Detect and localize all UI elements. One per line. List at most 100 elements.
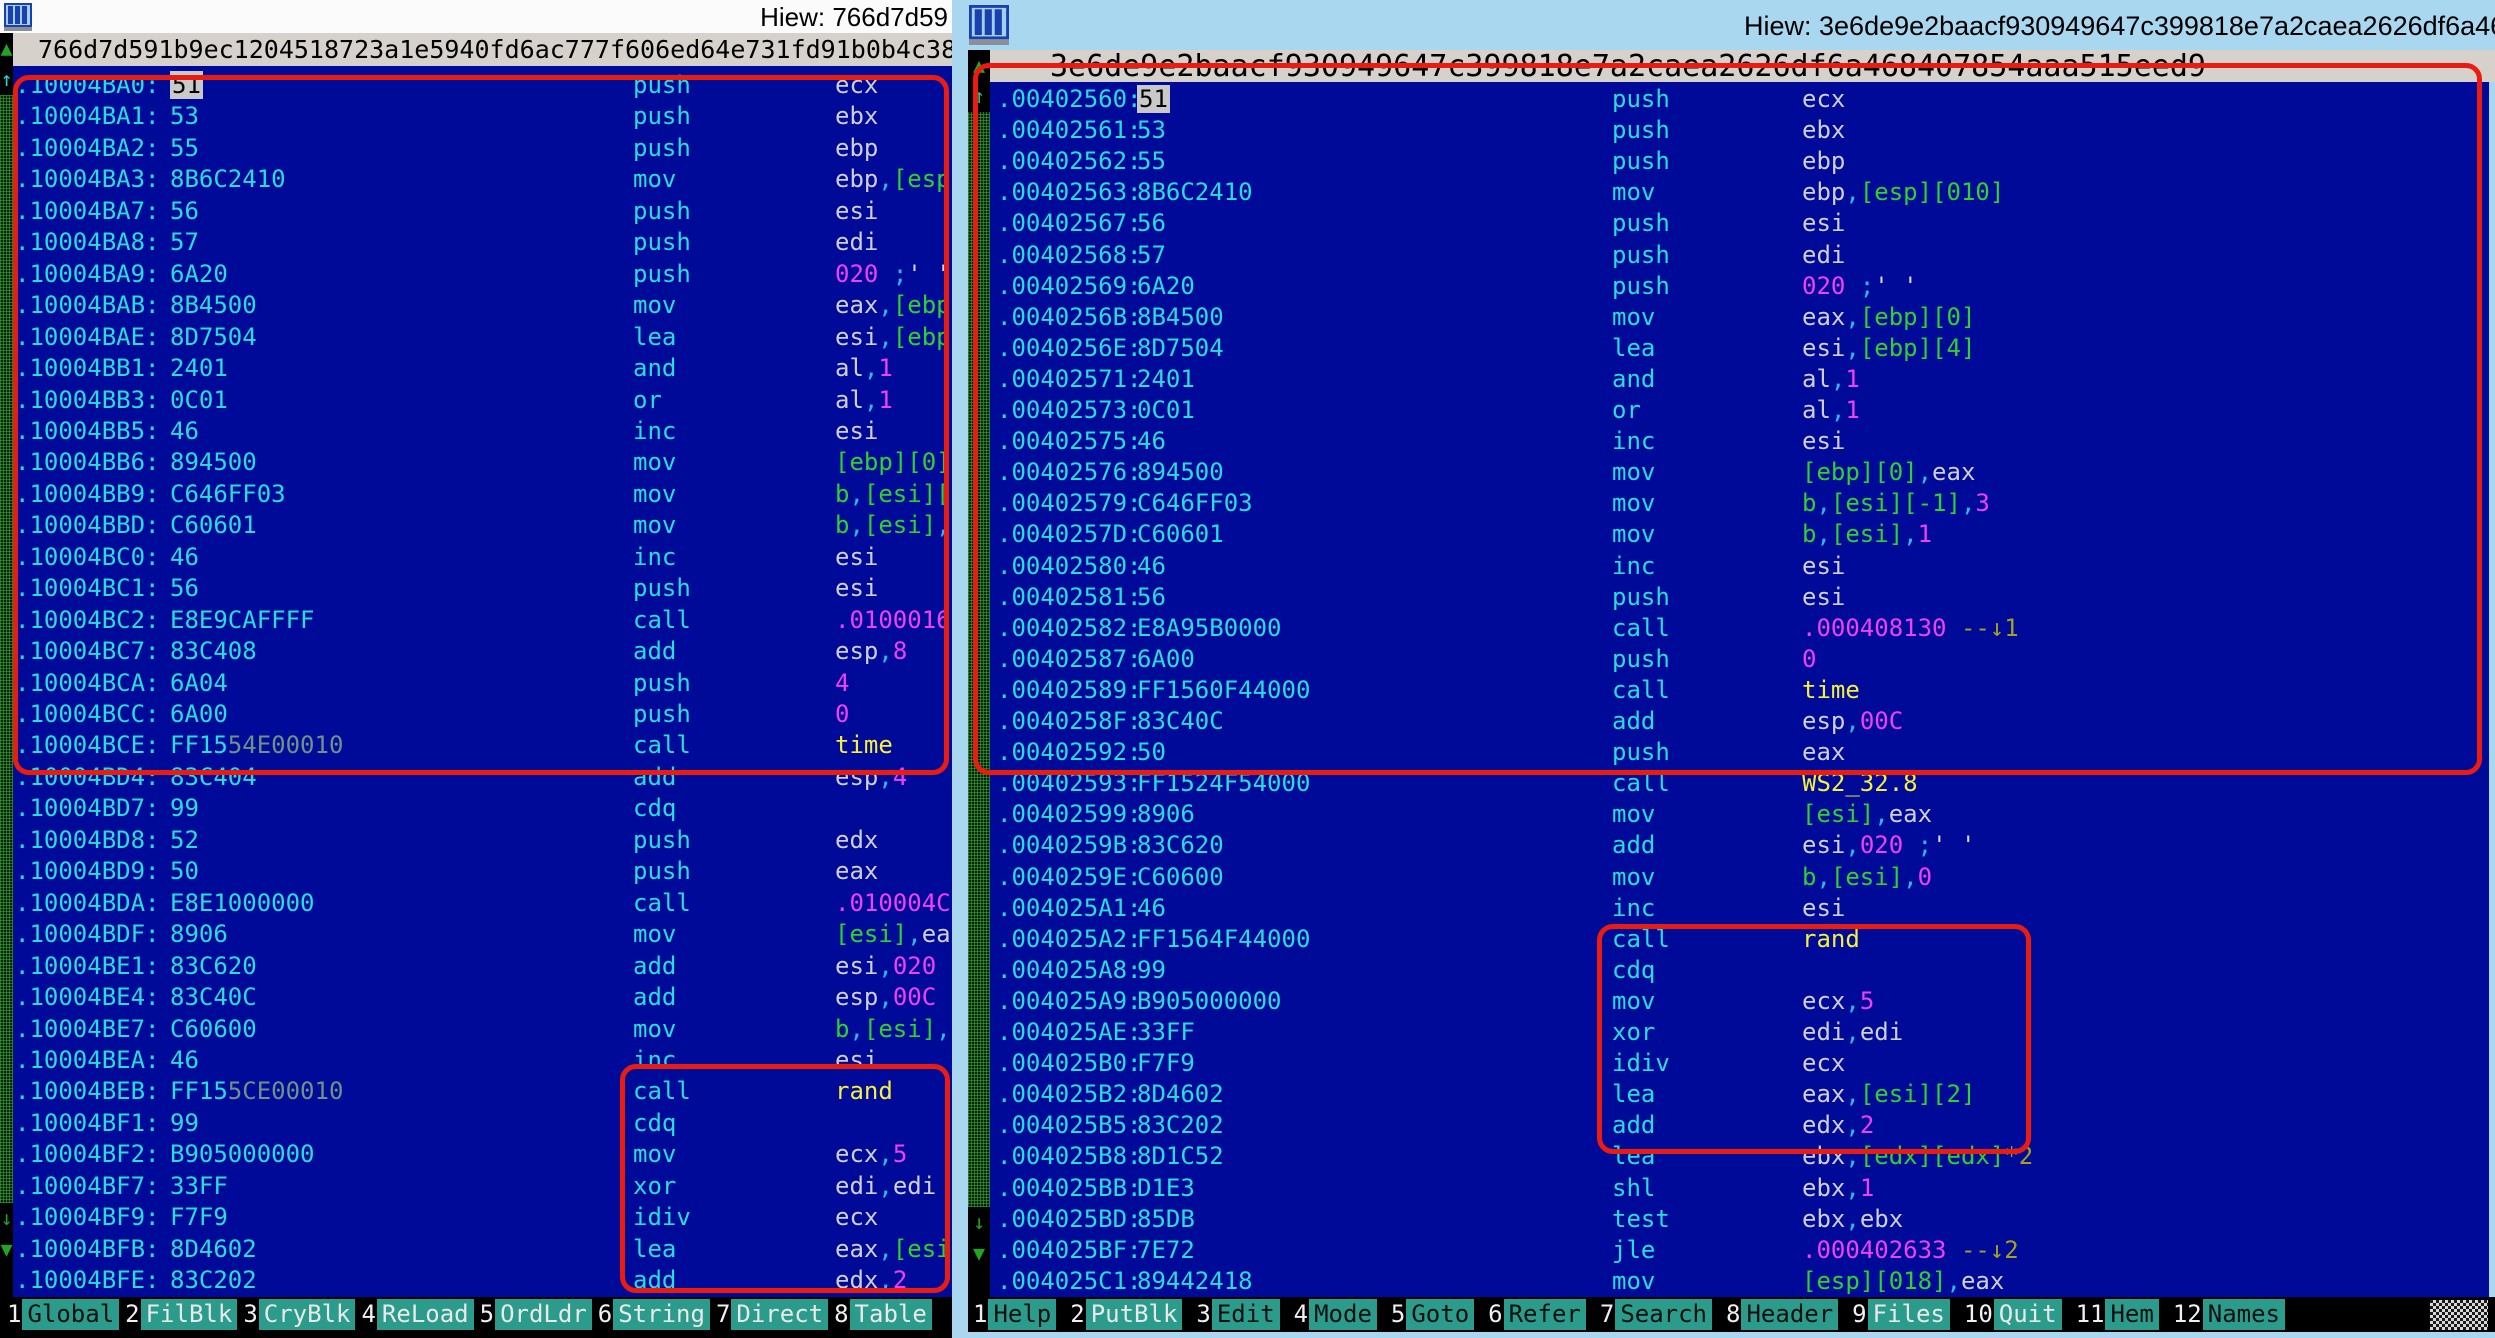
disasm-row[interactable]: .0040256B: 8B4500 mov eax,[ebp][0] xyxy=(990,302,2489,333)
fkey-header[interactable]: 8 Header xyxy=(1725,1299,1839,1330)
disasm-row[interactable]: .00402569: 6A20 push 020 ;' ' xyxy=(990,271,2489,302)
scroll-down-icon[interactable]: ↓ xyxy=(0,1206,13,1230)
disasm-row[interactable]: .10004BA0: 51 push ecx xyxy=(13,70,952,101)
disasm-row[interactable]: .00402568: 57 push edi xyxy=(990,240,2489,271)
disasm-row[interactable]: .10004BCC: 6A00 push 0 xyxy=(13,699,952,730)
disasm-row[interactable]: .00402567: 56 push esi xyxy=(990,208,2489,239)
disasm-row[interactable]: .00402579: C646FF03 mov b,[esi][-1],3 xyxy=(990,488,2489,519)
disasm-row[interactable]: .00402580: 46 inc esi xyxy=(990,551,2489,582)
disasm-row[interactable]: .10004BE1: 83C620 add esi,020 ;' ' xyxy=(13,951,952,982)
hiew-app-icon[interactable] xyxy=(969,5,1009,45)
disassembly-right[interactable]: .00402560: 51 push ecx .00402561: 53 push ebx .0… xyxy=(990,82,2489,1297)
fkey-help[interactable]: 1 Help xyxy=(972,1299,1057,1330)
disasm-row[interactable]: .00402589: FF1560F44000 call time xyxy=(990,675,2489,706)
disasm-row[interactable]: .10004BD4: 83C404 add esp,4 xyxy=(13,762,952,793)
disasm-row[interactable]: .004025B5: 83C202 add edx,2 xyxy=(990,1110,2489,1141)
scroll-up-icon[interactable]: ↑ xyxy=(972,84,986,108)
disasm-row[interactable]: .004025B8: 8D1C52 lea ebx,[edx][edx]*2 xyxy=(990,1141,2489,1172)
disasm-row[interactable]: .10004BB1: 2401 and al,1 xyxy=(13,353,952,384)
disasm-row[interactable]: .00402576: 894500 mov [ebp][0],eax xyxy=(990,457,2489,488)
disasm-row[interactable]: .10004BC7: 83C408 add esp,8 xyxy=(13,636,952,667)
fkey-table[interactable]: 8 Table xyxy=(833,1299,932,1330)
disassembly-left[interactable]: .10004BA0: 51 push ecx .10004BA1: 53 push ebx .1… xyxy=(13,66,952,1297)
disasm-row[interactable]: .004025A8: 99 cdq xyxy=(990,955,2489,986)
disasm-row[interactable]: .10004BA1: 53 push ebx xyxy=(13,101,952,132)
disasm-row[interactable]: .10004BF2: B905000000 mov ecx,5 xyxy=(13,1139,952,1170)
fkey-search[interactable]: 7 Search xyxy=(1599,1299,1713,1330)
disasm-row[interactable]: .004025AE: 33FF xor edi,edi xyxy=(990,1017,2489,1048)
disasm-row[interactable]: .004025A1: 46 inc esi xyxy=(990,893,2489,924)
fkey-cryblk[interactable]: 3 CryBlk xyxy=(242,1299,356,1330)
disasm-row[interactable]: .004025BF: 7E72 jle .000402633 --↓2 xyxy=(990,1235,2489,1266)
fkey-putblk[interactable]: 2 PutBlk xyxy=(1069,1299,1183,1330)
disasm-row[interactable]: .0040258F: 83C40C add esp,00C xyxy=(990,706,2489,737)
disasm-row[interactable]: .00402561: 53 push ebx xyxy=(990,115,2489,146)
disasm-row[interactable]: .10004BEA: 46 inc esi xyxy=(13,1045,952,1076)
fkey-goto[interactable]: 5 Goto xyxy=(1390,1299,1475,1330)
disasm-row[interactable]: .10004BD8: 52 push edx xyxy=(13,825,952,856)
disasm-row[interactable]: .10004BA9: 6A20 push 020 ;' ' xyxy=(13,259,952,290)
scrollbar-right[interactable]: ▲ ↑ ↓ ▼ xyxy=(968,50,990,1332)
hiew-window-right[interactable]: Hiew: 3e6de9e2baacf930949647c399818e7a2c… xyxy=(952,0,2495,1338)
disasm-row[interactable]: .10004BA3: 8B6C2410 mov ebp,[esp][010] xyxy=(13,164,952,195)
disasm-row[interactable]: .10004BD9: 50 push eax xyxy=(13,856,952,887)
scroll-bottom-icon[interactable]: ▼ xyxy=(972,1241,986,1265)
disasm-row[interactable]: .0040259E: C60600 mov b,[esi],0 xyxy=(990,862,2489,893)
disasm-row[interactable]: .10004BDA: E8E1000000 call .010004CC0 xyxy=(13,888,952,919)
disasm-row[interactable]: .004025BD: 85DB test ebx,ebx xyxy=(990,1204,2489,1235)
scroll-track[interactable] xyxy=(968,112,990,1207)
disasm-row[interactable]: .10004BCE: FF1554E00010 call time xyxy=(13,730,952,761)
disasm-row[interactable]: .004025A2: FF1564F44000 call rand xyxy=(990,924,2489,955)
fkey-direct[interactable]: 7 Direct xyxy=(715,1299,829,1330)
disasm-row[interactable]: .004025C1: 89442418 mov [esp][018],eax xyxy=(990,1266,2489,1297)
disasm-row[interactable]: .00402573: 0C01 or al,1 xyxy=(990,395,2489,426)
fkey-global[interactable]: 1 Global xyxy=(6,1299,120,1330)
disasm-row[interactable]: .10004BB6: 894500 mov [ebp][0],eax xyxy=(13,447,952,478)
titlebar-right[interactable]: Hiew: 3e6de9e2baacf930949647c399818e7a2c… xyxy=(952,0,2495,50)
disasm-row[interactable]: .004025B2: 8D4602 lea eax,[esi][2] xyxy=(990,1079,2489,1110)
disasm-row[interactable]: .10004BA7: 56 push esi xyxy=(13,196,952,227)
disasm-row[interactable]: .00402593: FF1524F54000 call WS2_32.8 xyxy=(990,768,2489,799)
disasm-row[interactable]: .10004BFE: 83C202 add edx,2 xyxy=(13,1265,952,1296)
disasm-row[interactable]: .10004BC1: 56 push esi xyxy=(13,573,952,604)
disasm-row[interactable]: .10004BA2: 55 push ebp xyxy=(13,133,952,164)
fkey-reload[interactable]: 4 ReLoad xyxy=(360,1299,474,1330)
disasm-row[interactable]: .00402581: 56 push esi xyxy=(990,582,2489,613)
disasm-row[interactable]: .0040256E: 8D7504 lea esi,[ebp][4] xyxy=(990,333,2489,364)
scrollbar-left[interactable]: ▲ ↑ ↓ ▼ xyxy=(0,33,13,1297)
fkey-filblk[interactable]: 2 FilBlk xyxy=(124,1299,238,1330)
titlebar-left[interactable]: Hiew: 766d7d59 xyxy=(0,0,952,33)
disasm-row[interactable]: .10004BB9: C646FF03 mov b,[esi][-1],3 xyxy=(13,479,952,510)
disasm-row[interactable]: .10004BF1: 99 cdq xyxy=(13,1108,952,1139)
fkey-names[interactable]: 12 Names xyxy=(2172,1299,2285,1330)
disasm-row[interactable]: .10004BD7: 99 cdq xyxy=(13,793,952,824)
disasm-row[interactable]: .10004BC2: E8E9CAFFFF call .0100016B0 xyxy=(13,605,952,636)
disasm-row[interactable]: .10004BF7: 33FF xor edi,edi xyxy=(13,1171,952,1202)
disasm-row[interactable]: .00402563: 8B6C2410 mov ebp,[esp][010] xyxy=(990,177,2489,208)
hiew-app-icon[interactable] xyxy=(4,3,32,31)
hiew-window-left[interactable]: Hiew: 766d7d59 766d7d591b9ec1204518723a1… xyxy=(0,0,952,1338)
fkey-hem[interactable]: 11 Hem xyxy=(2075,1299,2159,1330)
disasm-row[interactable]: .10004BAE: 8D7504 lea esi,[ebp][4] xyxy=(13,322,952,353)
scroll-top-icon[interactable]: ▲ xyxy=(972,53,986,77)
scroll-down-icon[interactable]: ↓ xyxy=(972,1210,986,1234)
disasm-row[interactable]: .10004BDF: 8906 mov [esi],eax xyxy=(13,919,952,950)
disasm-row[interactable]: .10004BAB: 8B4500 mov eax,[ebp][0] xyxy=(13,290,952,321)
disasm-row[interactable]: .10004BEB: FF155CE00010 call rand xyxy=(13,1076,952,1107)
scroll-up-icon[interactable]: ↑ xyxy=(0,67,13,91)
fkey-quit[interactable]: 10 Quit xyxy=(1963,1299,2062,1330)
disasm-row[interactable]: .0040257D: C60601 mov b,[esi],1 xyxy=(990,519,2489,550)
resize-grip[interactable] xyxy=(2430,1300,2488,1330)
fkey-refer[interactable]: 6 Refer xyxy=(1487,1299,1586,1330)
disasm-row[interactable]: .004025BB: D1E3 shl ebx,1 xyxy=(990,1173,2489,1204)
disasm-row[interactable]: .004025A9: B905000000 mov ecx,5 xyxy=(990,986,2489,1017)
fkey-files[interactable]: 9 Files xyxy=(1851,1299,1950,1330)
scroll-bottom-icon[interactable]: ▼ xyxy=(0,1237,13,1261)
disasm-row[interactable]: .00402571: 2401 and al,1 xyxy=(990,364,2489,395)
disasm-row[interactable]: .00402592: 50 push eax xyxy=(990,737,2489,768)
disasm-row[interactable]: .10004BFB: 8D4602 lea eax,[esi][2] xyxy=(13,1234,952,1265)
disasm-row[interactable]: .0040259B: 83C620 add esi,020 ;' ' xyxy=(990,830,2489,861)
disasm-row[interactable]: .10004BE7: C60600 mov b,[esi],0 xyxy=(13,1014,952,1045)
disasm-row[interactable]: .00402560: 51 push ecx xyxy=(990,84,2489,115)
disasm-row[interactable]: .00402562: 55 push ebp xyxy=(990,146,2489,177)
